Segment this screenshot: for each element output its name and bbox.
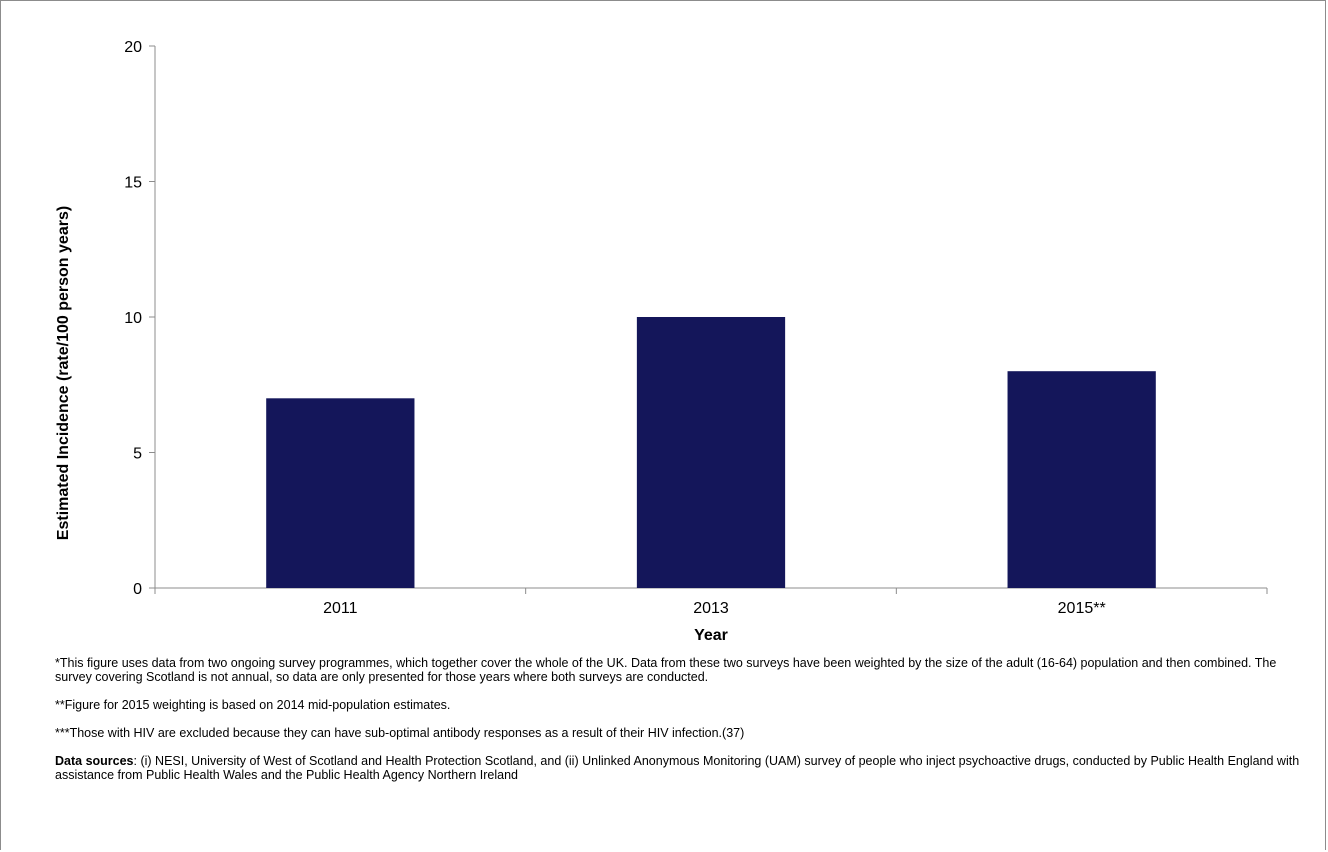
figure-notes: *This figure uses data from two ongoing … (55, 656, 1300, 796)
y-axis: 0 5 10 15 20 (124, 39, 156, 598)
note-2015-weighting: **Figure for 2015 weighting is based on … (55, 698, 451, 712)
bar-2015 (1007, 371, 1156, 588)
x-tick-label: 2013 (693, 600, 729, 617)
x-tick-label: 2011 (323, 600, 358, 617)
x-axis: 2011 2013 2015** (154, 587, 1268, 617)
note-hiv-excluded: ***Those with HIV are excluded because t… (55, 726, 745, 740)
bar-chart: 0 5 10 15 20 2011 2013 2015** Estimated Incide… (55, 39, 1268, 644)
bar-2011 (266, 398, 415, 588)
x-tick-label: 2015** (1058, 600, 1106, 617)
y-tick-label: 10 (124, 310, 142, 327)
data-sources-label: Data sources (55, 754, 134, 768)
x-axis-title: Year (694, 627, 728, 644)
y-tick-label: 5 (133, 446, 142, 463)
y-tick-label: 0 (133, 581, 142, 598)
note-survey-programmes: *This figure uses data from two ongoing … (55, 656, 1277, 684)
y-tick-label: 15 (124, 175, 142, 192)
bars (266, 317, 1156, 588)
data-sources: Data sources: (i) NESI, University of We… (55, 754, 1300, 782)
data-sources-text: : (i) NESI, University of West of Scotla… (55, 754, 1300, 782)
y-tick-label: 20 (124, 39, 142, 56)
bar-2013 (636, 317, 786, 588)
y-axis-title: Estimated Incidence (rate/100 person yea… (55, 206, 72, 540)
